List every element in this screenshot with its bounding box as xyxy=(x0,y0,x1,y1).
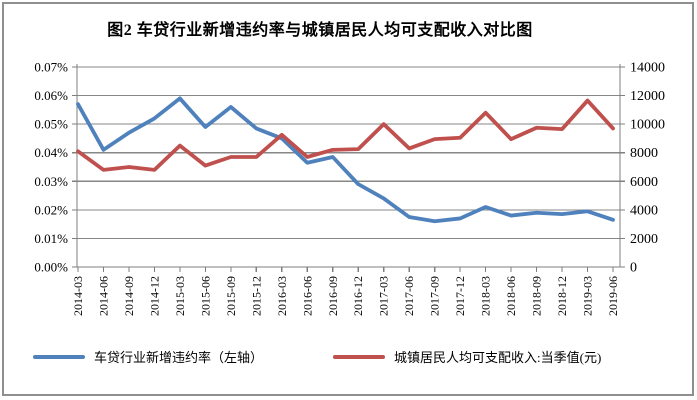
x-axis-tick-label: 2018-09 xyxy=(530,276,544,316)
left-axis-tick-label: 0.02% xyxy=(34,202,68,217)
x-axis-tick-label: 2015-03 xyxy=(173,276,187,316)
x-axis-tick-label: 2015-12 xyxy=(249,276,263,316)
right-axis-tick-label: 2000 xyxy=(630,232,658,247)
right-axis-tick-label: 6000 xyxy=(630,175,658,190)
x-axis-tick-label: 2014-09 xyxy=(122,276,136,316)
left-axis-tick-label: 0.00% xyxy=(34,260,68,275)
right-axis-tick-label: 10000 xyxy=(630,118,665,133)
series-line-default-rate xyxy=(76,96,615,224)
legend-label-default-rate: 车贷行业新增违约率（左轴） xyxy=(94,350,264,365)
x-axis-tick-label: 2019-03 xyxy=(581,276,595,316)
x-axis-tick-label: 2017-09 xyxy=(428,276,442,316)
legend-label-income: 城镇居民人均可支配收入:当季值(元) xyxy=(394,350,602,365)
x-axis-tick-label: 2018-12 xyxy=(555,276,569,316)
legend-line-red xyxy=(333,354,386,359)
left-axis-tick-label: 0.01% xyxy=(34,231,68,246)
x-axis-tick-label: 2014-12 xyxy=(147,276,161,316)
x-axis-tick-label: 2014-06 xyxy=(96,276,110,316)
legend: 车贷行业新增违约率（左轴） 城镇居民人均可支配收入:当季值(元) xyxy=(33,347,687,366)
legend-item-default-rate: 车贷行业新增违约率（左轴） xyxy=(33,347,263,366)
left-axis-tick-label: 0.07% xyxy=(34,60,68,75)
chart-title: 图2 车贷行业新增违约率与城镇居民人均可支配收入对比图 xyxy=(107,22,533,39)
legend-item-income: 城镇居民人均可支配收入:当季值(元) xyxy=(333,347,601,366)
x-axis-tick-label: 2016-12 xyxy=(351,276,365,316)
x-axis-tick-label: 2017-12 xyxy=(453,276,467,316)
x-axis-tick-label: 2016-03 xyxy=(275,276,289,316)
x-axis-tick-label: 2017-03 xyxy=(377,276,391,316)
x-axis-tick-label: 2019-06 xyxy=(606,276,620,316)
left-axis-tick-label: 0.04% xyxy=(34,145,68,160)
left-axis-tick-label: 0.06% xyxy=(34,88,68,103)
x-axis-tick-label: 2018-03 xyxy=(479,276,493,316)
right-axis-tick-label: 4000 xyxy=(630,203,658,218)
legend-line-blue xyxy=(33,354,85,359)
left-axis-tick-label: 0.05% xyxy=(34,117,68,132)
right-axis-tick-label: 12000 xyxy=(630,89,665,104)
right-axis-tick-label: 0 xyxy=(630,261,637,276)
right-axis-tick-label: 8000 xyxy=(630,146,658,161)
x-axis-tick-label: 2016-09 xyxy=(326,276,340,316)
x-axis-tick-label: 2015-06 xyxy=(198,276,212,316)
x-axis-tick-label: 2018-06 xyxy=(504,276,518,316)
x-axis-tick-label: 2014-03 xyxy=(71,276,85,316)
series-line-income xyxy=(76,98,615,172)
right-axis-tick-label: 14000 xyxy=(630,61,665,76)
left-axis-tick-label: 0.03% xyxy=(34,174,68,189)
x-axis-tick-label: 2017-06 xyxy=(402,276,416,316)
x-axis-tick-label: 2016-06 xyxy=(300,276,314,316)
x-axis-tick-label: 2015-09 xyxy=(224,276,238,316)
